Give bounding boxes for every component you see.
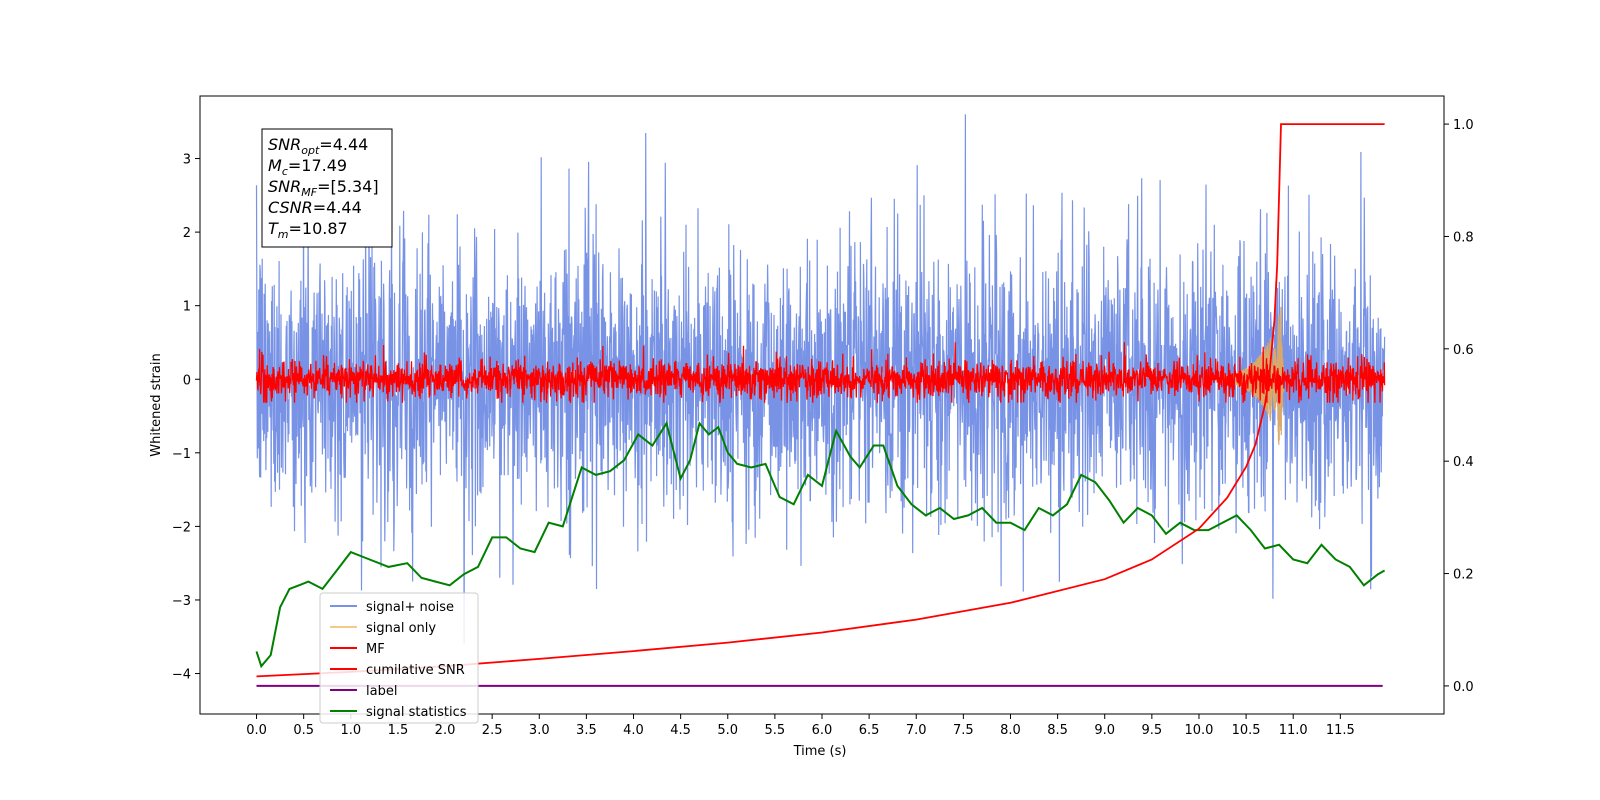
x-tick-label: 2.0 xyxy=(435,723,456,738)
x-tick-label: 8.5 xyxy=(1047,723,1068,738)
y-axis-label: Whitened strain xyxy=(149,353,164,456)
x-tick-label: 10.5 xyxy=(1232,723,1261,738)
y-tick-label: 0 xyxy=(183,373,191,388)
series-signal-statistics-line xyxy=(255,420,1386,669)
x-tick-label: 7.0 xyxy=(906,723,927,738)
x-tick-label: 1.5 xyxy=(388,723,409,738)
x-tick-label: 3.5 xyxy=(576,723,597,738)
legend-label: signal only xyxy=(366,621,436,636)
x-tick-label: 9.5 xyxy=(1142,723,1163,738)
annotation-line: SNRopt=4.44 xyxy=(268,135,368,157)
x-tick-label: 0.5 xyxy=(293,723,314,738)
legend-label: cumilative SNR xyxy=(366,663,465,678)
x-tick-label: 5.5 xyxy=(765,723,786,738)
x-tick-label: 8.0 xyxy=(1000,723,1021,738)
series-mf-line xyxy=(255,342,1386,405)
y-axis-right: 1.0 0.8 0.6 0.4 0.2 0.0 xyxy=(1444,118,1474,695)
y-tick-label: 3 xyxy=(183,153,191,168)
x-axis: 0.0 0.5 1.0 1.5 2.0 2.5 3.0 3.5 4.0 4.5 5.0 5.5 6.0 6… xyxy=(246,714,1355,738)
annotation-line: SNRMF=[5.34] xyxy=(268,177,379,199)
y2-tick-label: 0.8 xyxy=(1453,230,1474,245)
y-axis-left: 3 2 1 0 −1 −2 −3 −4 xyxy=(172,153,200,683)
y2-tick-label: 0.0 xyxy=(1453,680,1474,695)
x-tick-label: 9.0 xyxy=(1094,723,1115,738)
legend-frame xyxy=(319,592,479,724)
x-tick-label: 0.0 xyxy=(246,723,267,738)
y-tick-label: −2 xyxy=(172,520,191,535)
y2-tick-label: 1.0 xyxy=(1453,118,1474,133)
x-tick-label: 2.5 xyxy=(482,723,503,738)
x-tick-label: 5.0 xyxy=(717,723,738,738)
x-tick-label: 6.0 xyxy=(812,723,833,738)
legend-label: label xyxy=(366,684,397,699)
y2-tick-label: 0.6 xyxy=(1453,343,1474,358)
y-tick-label: −3 xyxy=(172,594,191,609)
y-tick-label: 2 xyxy=(183,226,191,241)
annotation-line: Mc=17.49 xyxy=(268,156,347,178)
y-tick-label: −4 xyxy=(172,668,191,683)
legend-label: MF xyxy=(366,642,385,657)
x-tick-label: 7.5 xyxy=(953,723,974,738)
annotation-line: CSNR=4.44 xyxy=(268,198,362,217)
x-tick-label: 1.0 xyxy=(340,723,361,738)
x-tick-label: 4.5 xyxy=(670,723,691,738)
annotation-frame xyxy=(261,128,393,248)
annotation-box: SNRopt=4.44Mc=17.49SNRMF=[5.34]CSNR=4.44… xyxy=(261,128,393,248)
annotation-line: Tm=10.87 xyxy=(268,219,348,241)
y-tick-label: 1 xyxy=(183,300,191,315)
legend-label: signal+ noise xyxy=(366,600,454,615)
x-tick-label: 4.0 xyxy=(623,723,644,738)
x-tick-label: 10.0 xyxy=(1184,723,1213,738)
legend: signal+ noise signal only MF cumilative SNR… xyxy=(319,592,479,724)
y2-tick-label: 0.4 xyxy=(1453,455,1474,470)
legend-label: signal statistics xyxy=(366,705,467,720)
y-tick-label: −1 xyxy=(172,447,191,462)
x-tick-label: 6.5 xyxy=(859,723,880,738)
x-axis-label: Time (s) xyxy=(793,744,847,759)
x-tick-label: 11.0 xyxy=(1279,723,1308,738)
x-tick-label: 11.5 xyxy=(1326,723,1355,738)
series-cumulative-snr-line xyxy=(256,123,1385,678)
y2-tick-label: 0.2 xyxy=(1453,568,1474,583)
x-tick-label: 3.0 xyxy=(529,723,550,738)
